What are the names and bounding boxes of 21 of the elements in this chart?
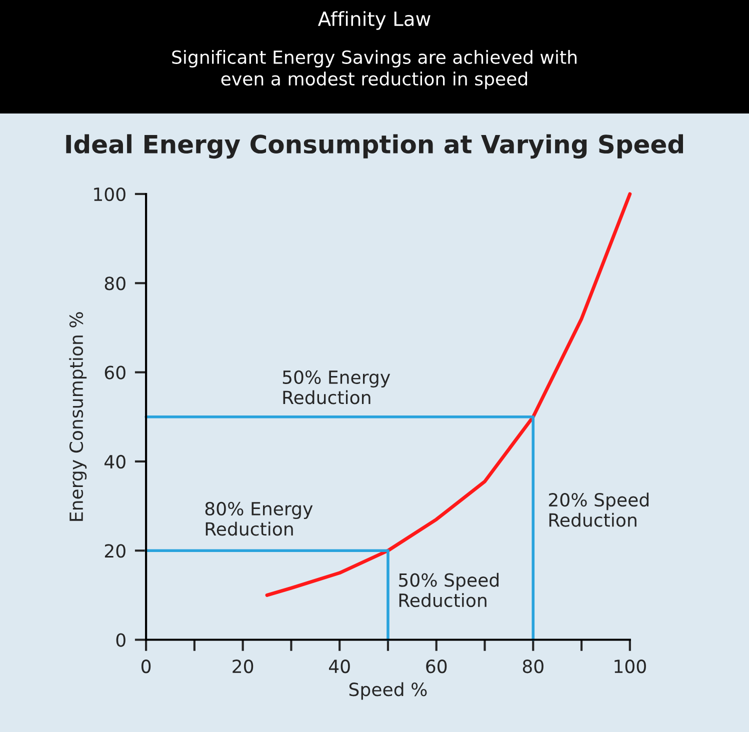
y-tick-label: 20 (104, 544, 126, 558)
text: Ideal Energy Consumption at Varying Speed (66, 134, 683, 159)
annotation: 80% Energy Reduction (205, 502, 313, 536)
chart-subtitle: Significant Energy Savings are achieved with even a modest reduction in speed (172, 50, 576, 90)
x-axis-title: Speed % (349, 682, 427, 700)
y-tick-label: 60 (104, 366, 126, 380)
x-tick-label: 20 (232, 660, 254, 674)
x-tick-label: 40 (328, 660, 350, 674)
x-tick-label: 60 (426, 660, 447, 674)
x-tick-label: 80 (522, 660, 544, 674)
annotation: 50% Energy Reduction (282, 370, 390, 404)
chart-title: Affinity Law (318, 11, 430, 30)
y-tick-label: 0 (116, 633, 126, 647)
y-tick-label: 80 (104, 276, 126, 290)
y-tick-label: 40 (104, 454, 126, 469)
annotation: 20% Speed Reduction (548, 492, 648, 527)
y-axis-title: Energy Consumption % (69, 312, 87, 521)
x-tick-label: 0 (142, 660, 151, 674)
annotation: 50% Speed Reduction (399, 572, 498, 608)
x-tick-label: 100 (614, 660, 646, 674)
y-tick-label: 100 (94, 187, 126, 202)
